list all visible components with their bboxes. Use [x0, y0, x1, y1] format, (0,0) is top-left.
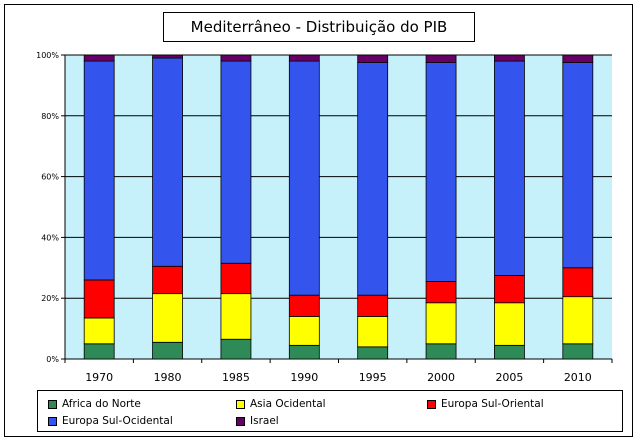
bar-segment-1990-3 [288, 60, 320, 296]
legend-swatch-asia-ocidental [236, 399, 245, 409]
y-tick-label: 60% [41, 173, 59, 182]
bar-segment-2000-4 [425, 54, 457, 63]
bar-segment-1970-3 [83, 60, 115, 281]
bar-segment-1980-4 [152, 54, 183, 59]
legend-item-europa-sul-oriental: Europa Sul-Oriental [427, 397, 544, 411]
bar-segment-1980-2 [152, 265, 183, 295]
bar-segment-1995-1 [357, 316, 389, 348]
bar-segment-1970-2 [83, 279, 115, 319]
bar-segment-2005-3 [494, 60, 525, 276]
bar-segment-1980-1 [152, 293, 183, 343]
legend-swatch-africa-do-norte [48, 399, 57, 409]
x-tick-label: 1990 [290, 371, 318, 384]
y-tick-label: 80% [41, 112, 59, 121]
chart-title: Mediterrâneo - Distribuição do PIB [163, 12, 475, 42]
legend-item-africa-do-norte: Africa do Norte [48, 397, 141, 411]
bar-segment-1995-3 [357, 62, 389, 296]
bar-segment-2010-1 [562, 296, 594, 345]
bar-segment-1985-2 [220, 262, 252, 295]
legend-swatch-europa-sul-oriental [427, 399, 436, 409]
bar-segment-1995-4 [357, 54, 389, 63]
legend-item-europa-sul-ocidental: Europa Sul-Ocidental [48, 414, 173, 428]
bar-segment-2005-0 [494, 344, 525, 360]
bar-segment-2000-1 [425, 302, 457, 345]
bar-segment-1970-1 [83, 317, 115, 345]
bar-segment-1985-3 [220, 60, 252, 264]
legend-swatch-israel [236, 416, 245, 426]
legend-label-africa-do-norte: Africa do Norte [62, 398, 141, 410]
bar-segment-1995-0 [357, 346, 389, 360]
bar-segment-1995-2 [357, 294, 389, 317]
x-tick-label: 1980 [154, 371, 182, 384]
legend-swatch-europa-sul-ocidental [48, 416, 57, 426]
x-tick-label: 1985 [222, 371, 250, 384]
bar-segment-1985-4 [220, 54, 252, 62]
legend-item-asia-ocidental: Asia Ocidental [236, 397, 326, 411]
x-tick-label: 2010 [564, 371, 592, 384]
bar-segment-2005-2 [494, 274, 525, 304]
y-tick-label: 0% [46, 355, 59, 364]
bar-segment-2000-2 [425, 281, 457, 304]
bar-segment-2010-2 [562, 267, 594, 298]
y-tick-label: 20% [41, 294, 59, 303]
y-tick-label: 100% [36, 51, 59, 60]
bar-segment-1980-0 [152, 341, 183, 360]
legend-label-europa-sul-ocidental: Europa Sul-Ocidental [62, 415, 173, 427]
plot-area [65, 55, 612, 359]
x-tick-label: 2005 [495, 371, 523, 384]
bar-segment-1985-1 [220, 293, 252, 340]
bar-segment-2000-0 [425, 343, 457, 360]
bar-segment-1980-3 [152, 57, 183, 267]
bar-segment-1990-0 [288, 344, 320, 360]
legend-label-israel: Israel [250, 415, 279, 427]
legend-item-israel: Israel [236, 414, 279, 428]
legend-label-europa-sul-oriental: Europa Sul-Oriental [441, 398, 544, 410]
x-tick-label: 1970 [85, 371, 113, 384]
bar-segment-1970-4 [83, 54, 115, 62]
bar-segment-2010-3 [562, 62, 594, 269]
y-tick-label: 40% [41, 233, 59, 242]
bar-segment-2010-0 [562, 343, 594, 360]
bar-segment-1985-0 [220, 338, 252, 360]
x-tick-label: 1995 [359, 371, 387, 384]
bar-segment-2010-4 [562, 54, 594, 63]
bar-segment-1970-0 [83, 343, 115, 360]
bar-segment-1990-1 [288, 316, 320, 346]
bar-segment-1990-4 [288, 54, 320, 62]
bar-segment-2005-4 [494, 54, 525, 62]
bar-segment-1990-2 [288, 294, 320, 317]
legend-label-asia-ocidental: Asia Ocidental [250, 398, 326, 410]
chart-legend: Africa do Norte Asia Ocidental Europa Su… [37, 390, 623, 432]
bar-segment-2000-3 [425, 62, 457, 282]
bar-segment-2005-1 [494, 302, 525, 346]
x-tick-label: 2000 [427, 371, 455, 384]
